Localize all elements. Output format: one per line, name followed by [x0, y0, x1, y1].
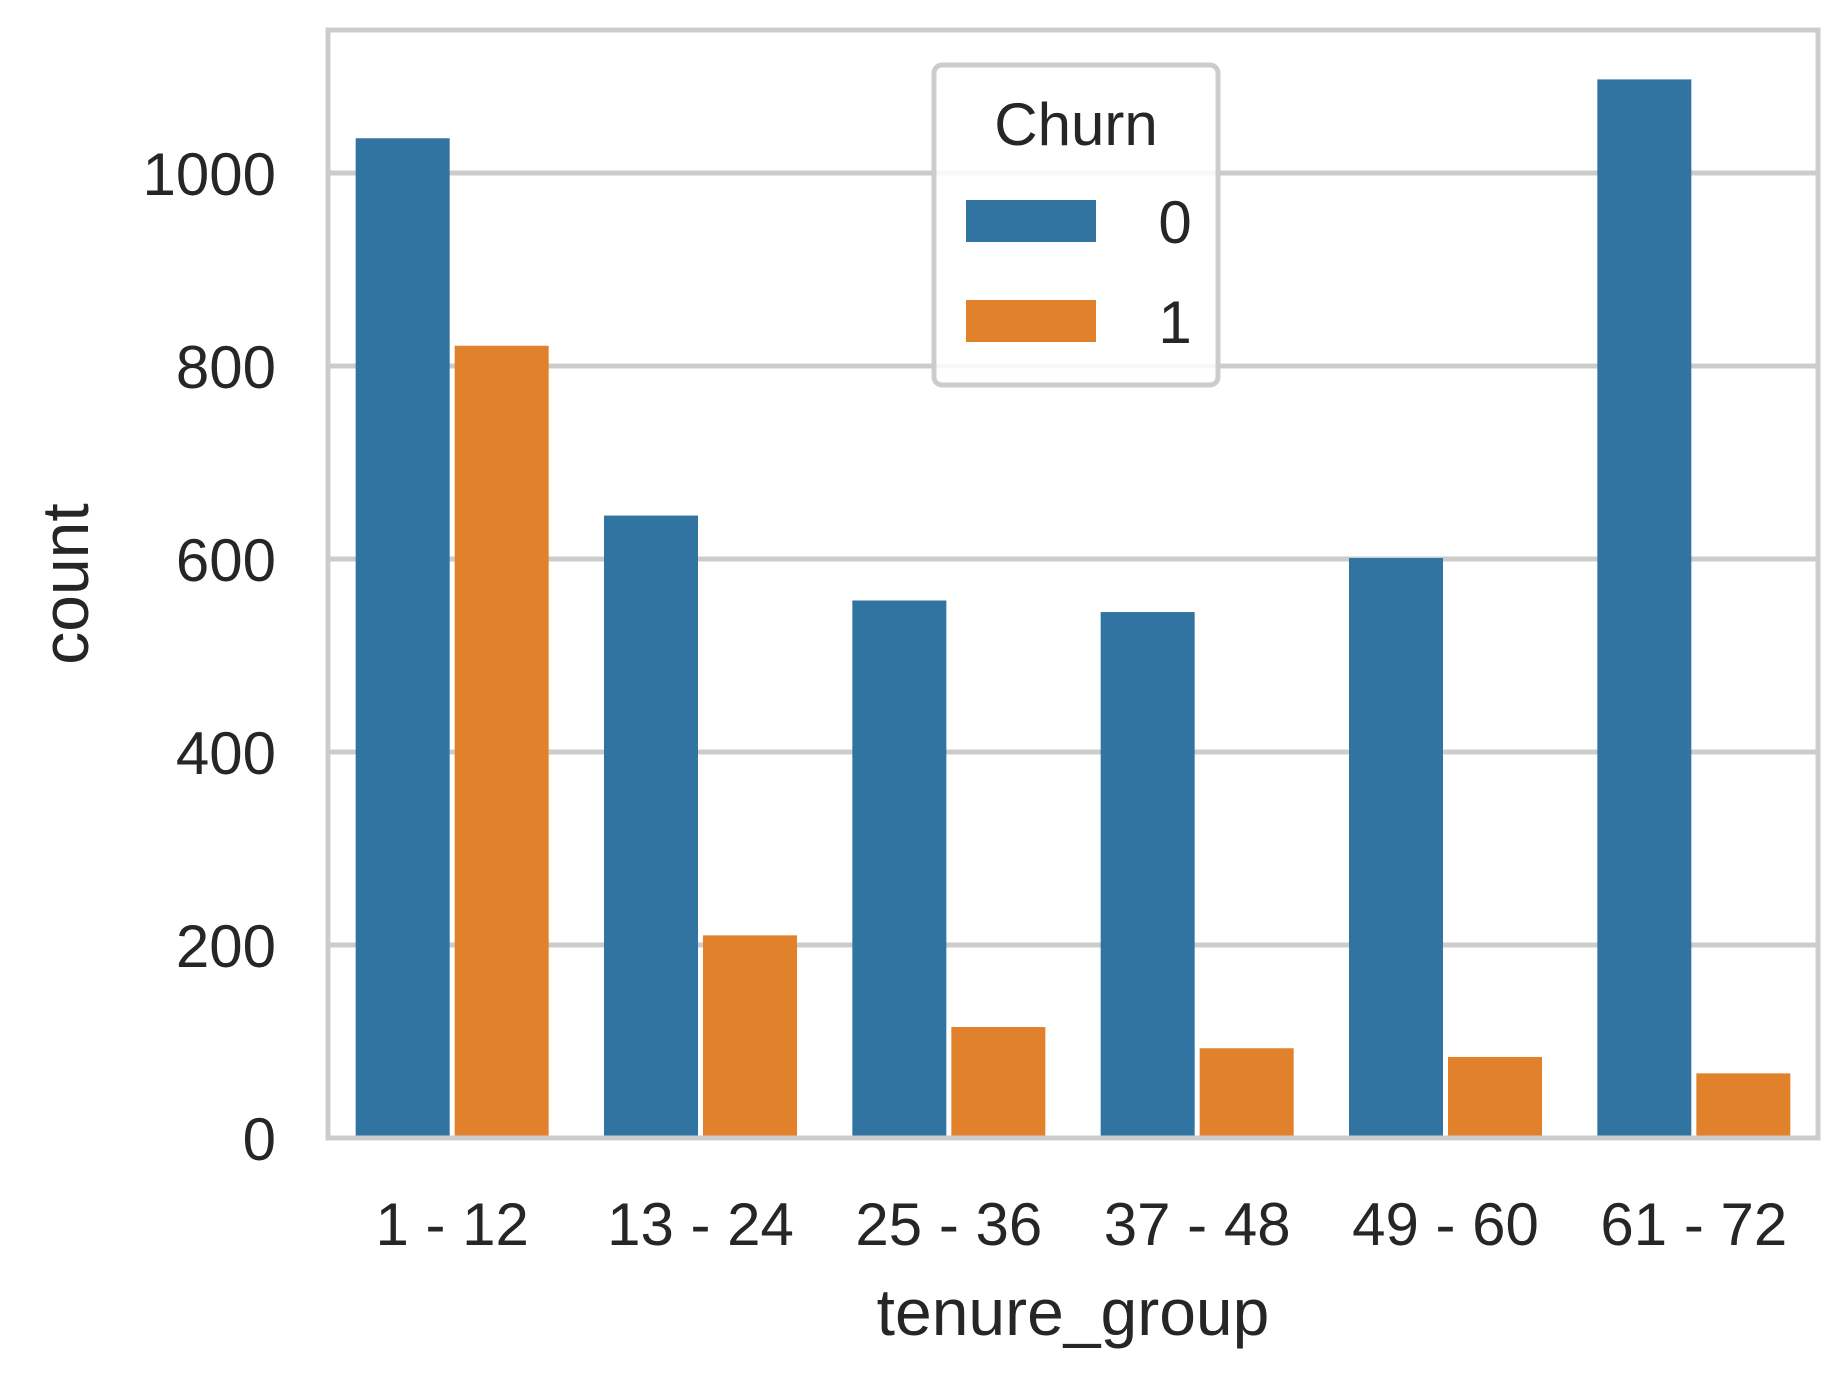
y-tick-label: 800: [176, 334, 276, 401]
x-tick-labels: 1 - 12 13 - 24 25 - 36 37 - 48 49 - 60 61 - 7…: [375, 1191, 1787, 1258]
y-tick-labels: 0 200 400 600 800 1000: [143, 141, 276, 1173]
bar-churn-1-4: [1199, 1048, 1294, 1138]
bar-churn-0-5: [1349, 558, 1443, 1138]
legend-title: Churn: [994, 91, 1157, 158]
y-tick-label: 1000: [143, 141, 276, 208]
x-tick-label: 1 - 12: [375, 1191, 528, 1258]
y-tick-label: 200: [176, 913, 276, 980]
bar-churn-1-3: [951, 1027, 1046, 1138]
legend: Churn 0 1: [931, 62, 1221, 388]
bar-churn-0-4: [1100, 612, 1195, 1138]
bar-churn-0-6: [1597, 79, 1692, 1138]
x-tick-label: 25 - 36: [855, 1191, 1042, 1258]
y-tick-label: 400: [176, 720, 276, 787]
bar-churn-1-5: [1448, 1056, 1542, 1138]
y-tick-label: 600: [176, 527, 276, 594]
bar-churn-0-3: [852, 600, 947, 1138]
legend-swatch-1: [966, 300, 1096, 342]
legend-label-0: 0: [1158, 189, 1191, 256]
y-tick-label: 0: [243, 1106, 276, 1173]
x-tick-label: 61 - 72: [1600, 1191, 1787, 1258]
legend-swatch-0: [966, 200, 1096, 242]
plot-frame: [325, 27, 1821, 1141]
bar-churn-0-2: [604, 515, 698, 1138]
x-tick-label: 13 - 24: [607, 1191, 794, 1258]
x-tick-label: 49 - 60: [1352, 1191, 1539, 1258]
bar-churn-1-6: [1696, 1073, 1791, 1138]
bar-churn-1-2: [703, 935, 797, 1138]
x-tick-label: 37 - 48: [1104, 1191, 1291, 1258]
y-axis-title: count: [28, 503, 102, 664]
bar-churn-0-1: [355, 138, 450, 1138]
bar-churn-1-1: [454, 345, 549, 1138]
bars: [355, 79, 1791, 1138]
x-axis-title: tenure_group: [877, 1275, 1270, 1349]
legend-label-1: 1: [1158, 289, 1191, 356]
